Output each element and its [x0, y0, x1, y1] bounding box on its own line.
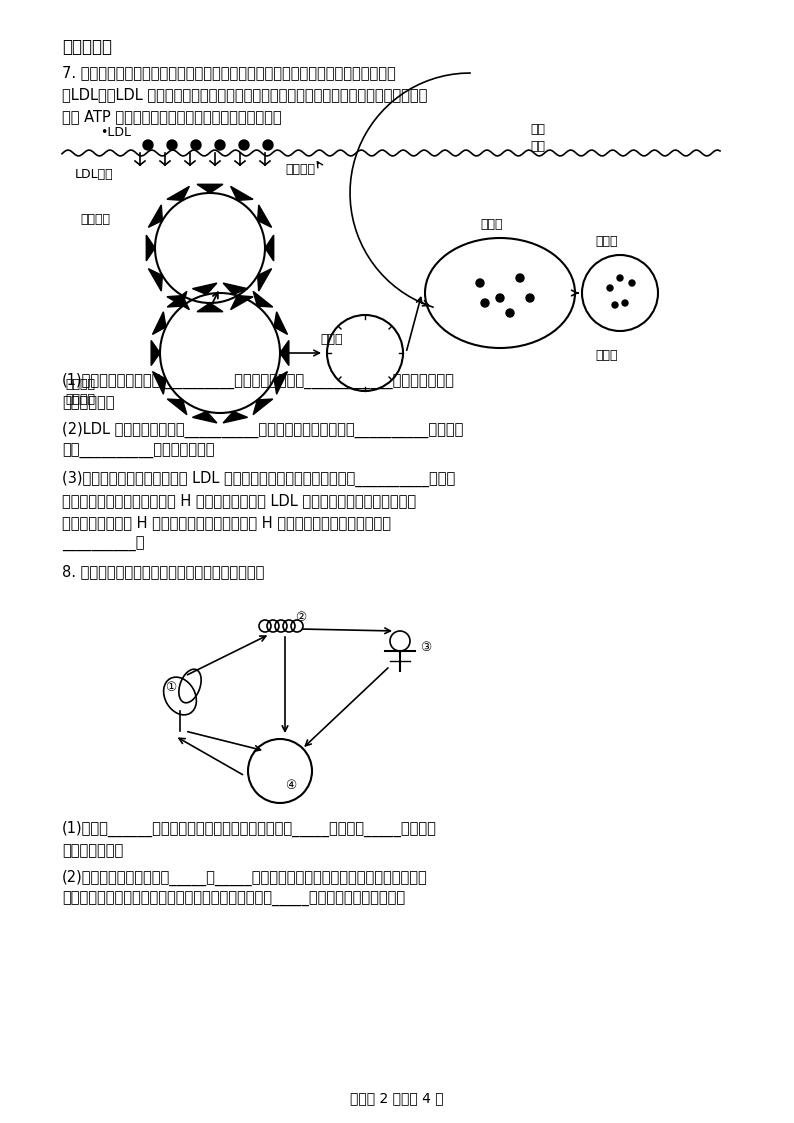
- Polygon shape: [152, 372, 166, 394]
- Polygon shape: [168, 291, 187, 307]
- Circle shape: [215, 140, 225, 150]
- Circle shape: [481, 299, 489, 307]
- Polygon shape: [197, 303, 223, 312]
- Text: __________。: __________。: [62, 537, 145, 553]
- Text: 网格蛋白: 网格蛋白: [65, 378, 95, 391]
- Polygon shape: [280, 340, 289, 365]
- Polygon shape: [148, 268, 162, 291]
- Circle shape: [496, 294, 504, 302]
- Polygon shape: [151, 340, 160, 365]
- Text: (1)胆固醇的组成元素是__________，是构成动物细胞____________（填细胞结构）: (1)胆固醇的组成元素是__________，是构成动物细胞__________…: [62, 373, 455, 390]
- Text: 脱包被: 脱包被: [320, 334, 342, 346]
- Text: 7. 胆固醇不溶于水，其在血液中的运输形式是与磷脂和蛋白质结合形成低密度脂蛋白: 7. 胆固醇不溶于水，其在血液中的运输形式是与磷脂和蛋白质结合形成低密度脂蛋白: [62, 65, 395, 80]
- Polygon shape: [152, 312, 166, 335]
- Polygon shape: [148, 206, 162, 227]
- Polygon shape: [146, 235, 155, 261]
- Polygon shape: [168, 399, 187, 414]
- Circle shape: [622, 300, 628, 305]
- Text: 胞内体: 胞内体: [480, 218, 503, 231]
- Text: 8. 下图为生态系统简单模式图，请据图回答问题：: 8. 下图为生态系统简单模式图，请据图回答问题：: [62, 564, 264, 579]
- Text: 步研究发现胞内体内部较高的 H 浓度是胞内体上的 LDL 受体返回细胞膜的必要条件，: 步研究发现胞内体内部较高的 H 浓度是胞内体上的 LDL 受体返回细胞膜的必要条…: [62, 493, 416, 508]
- Circle shape: [263, 140, 273, 150]
- Text: (2)LDL 进入细胞的方式是__________，该方式除依赖细胞膜的__________性外，还: (2)LDL 进入细胞的方式是__________，该方式除依赖细胞膜的____…: [62, 422, 464, 438]
- Circle shape: [617, 275, 623, 281]
- Circle shape: [239, 140, 249, 150]
- Text: 试卷第 2 页，共 4 页: 试卷第 2 页，共 4 页: [350, 1092, 444, 1105]
- Text: LDL受体: LDL受体: [75, 168, 114, 181]
- Polygon shape: [167, 186, 189, 200]
- Text: 包被膜泡: 包被膜泡: [65, 393, 95, 407]
- Polygon shape: [257, 206, 272, 227]
- Polygon shape: [231, 295, 253, 310]
- Text: 胞外: 胞外: [530, 124, 545, 136]
- Text: 二、综合题: 二、综合题: [62, 38, 112, 56]
- Text: (1)图中的______（填数字）是生态系统的基石，能将_____能转化为_____能，从而: (1)图中的______（填数字）是生态系统的基石，能将_____能转化为___…: [62, 821, 437, 838]
- Polygon shape: [274, 312, 287, 335]
- Circle shape: [143, 140, 153, 150]
- Text: （LDL）。LDL 进入细胞及被水解释放出胆固醇的过程如下图所示，图中发动蛋白是一种: （LDL）。LDL 进入细胞及被水解释放出胆固醇的过程如下图所示，图中发动蛋白是…: [62, 86, 427, 102]
- Polygon shape: [253, 399, 272, 414]
- Polygon shape: [253, 291, 272, 307]
- Polygon shape: [257, 268, 272, 291]
- Text: 胆固醇: 胆固醇: [595, 349, 618, 362]
- Text: ②: ②: [295, 611, 306, 624]
- Text: 具有 ATP 水解酶活性的结合蛋白。请回答下列问题。: 具有 ATP 水解酶活性的结合蛋白。请回答下列问题。: [62, 109, 282, 124]
- Polygon shape: [192, 411, 217, 423]
- Circle shape: [607, 285, 613, 291]
- Text: 需要__________直接提供能量。: 需要__________直接提供能量。: [62, 444, 214, 459]
- Polygon shape: [197, 184, 223, 193]
- Text: 可以维持相对的稳定，内在原因是生态系统都有一定的_____能力；生态系统的稳定性: 可以维持相对的稳定，内在原因是生态系统都有一定的_____能力；生态系统的稳定性: [62, 892, 405, 907]
- Polygon shape: [192, 283, 217, 294]
- Polygon shape: [223, 411, 248, 423]
- Text: ④: ④: [285, 779, 296, 792]
- Text: ③: ③: [420, 641, 431, 654]
- Circle shape: [506, 309, 514, 317]
- Circle shape: [516, 274, 524, 282]
- Text: (3)图中过程显示，胞内体上的 LDL 受体最终又返回细胞膜，其意义是__________。进一: (3)图中过程显示，胞内体上的 LDL 受体最终又返回细胞膜，其意义是_____…: [62, 471, 455, 487]
- Circle shape: [191, 140, 201, 150]
- Text: •LDL: •LDL: [100, 126, 131, 139]
- Circle shape: [476, 279, 484, 287]
- Text: 发动蛋白: 发动蛋白: [285, 163, 315, 176]
- Text: 被生物所利用。: 被生物所利用。: [62, 843, 123, 858]
- Polygon shape: [231, 186, 253, 200]
- Polygon shape: [274, 372, 287, 394]
- Polygon shape: [167, 295, 189, 310]
- Text: (2)生态系统的三个功能为_____、_____和信息传递。当生态系统发展到一定阶段时，: (2)生态系统的三个功能为_____、_____和信息传递。当生态系统发展到一定…: [62, 870, 428, 886]
- Polygon shape: [223, 283, 248, 294]
- Circle shape: [612, 302, 618, 308]
- Polygon shape: [265, 235, 274, 261]
- Text: 已知细胞质基质的 H 浓度低于胞内体内部，推测 H 跨膜进入胞内体需要的条件是: 已知细胞质基质的 H 浓度低于胞内体内部，推测 H 跨膜进入胞内体需要的条件是: [62, 515, 391, 530]
- Text: 胞内: 胞内: [530, 140, 545, 153]
- Text: 溶酶体: 溶酶体: [595, 235, 618, 248]
- Text: 的重要成分。: 的重要成分。: [62, 395, 114, 410]
- Text: 网格蛋白: 网格蛋白: [80, 213, 110, 226]
- Circle shape: [526, 294, 534, 302]
- Text: ①: ①: [165, 681, 176, 694]
- Circle shape: [629, 280, 635, 286]
- Circle shape: [167, 140, 177, 150]
